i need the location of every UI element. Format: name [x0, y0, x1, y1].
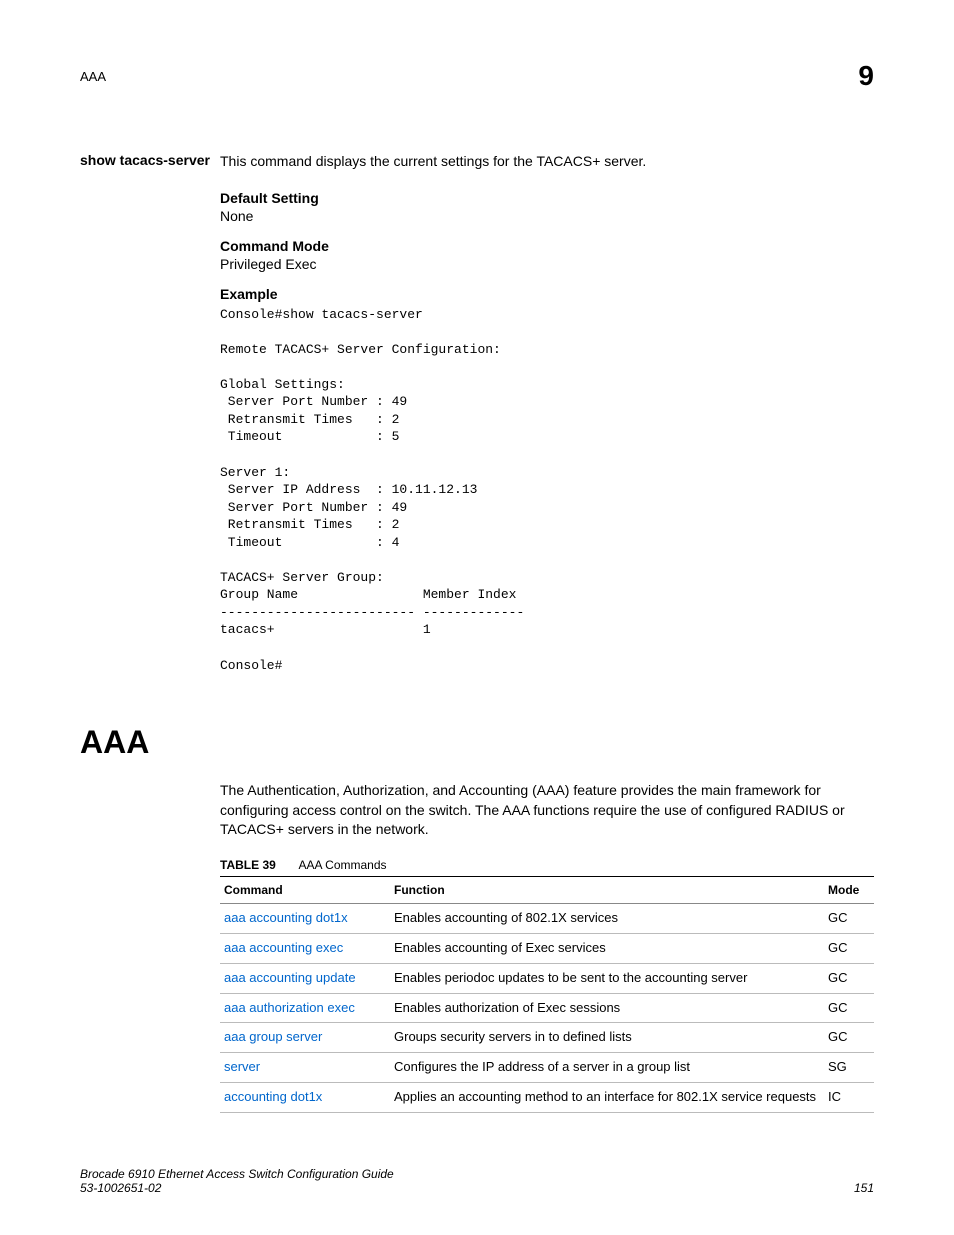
command-mode-value: Privileged Exec	[220, 256, 874, 272]
command-mode-label: Command Mode	[220, 238, 874, 254]
header-chapter-number: 9	[858, 60, 874, 92]
cmd-link[interactable]: aaa accounting dot1x	[220, 903, 390, 933]
table-row: aaa group server Groups security servers…	[220, 1023, 874, 1053]
cmd-link[interactable]: accounting dot1x	[220, 1083, 390, 1113]
cmd-link[interactable]: aaa accounting exec	[220, 933, 390, 963]
table-row: aaa accounting update Enables periodoc u…	[220, 963, 874, 993]
col-header-command: Command	[220, 876, 390, 903]
command-description: This command displays the current settin…	[220, 152, 874, 172]
table-row: aaa accounting dot1x Enables accounting …	[220, 903, 874, 933]
header-section-name: AAA	[80, 69, 106, 84]
table-title: AAA Commands	[298, 858, 386, 872]
table-caption: TABLE 39 AAA Commands	[220, 858, 874, 872]
cmd-mode: GC	[824, 963, 874, 993]
cmd-link[interactable]: aaa accounting update	[220, 963, 390, 993]
table-header-row: Command Function Mode	[220, 876, 874, 903]
command-title: show tacacs-server	[80, 152, 220, 168]
cmd-function: Groups security servers in to defined li…	[390, 1023, 824, 1053]
cmd-mode: GC	[824, 993, 874, 1023]
example-label: Example	[220, 286, 874, 302]
cmd-link[interactable]: aaa group server	[220, 1023, 390, 1053]
section-intro: The Authentication, Authorization, and A…	[220, 781, 874, 840]
page-footer: Brocade 6910 Ethernet Access Switch Conf…	[80, 1167, 874, 1195]
footer-left: Brocade 6910 Ethernet Access Switch Conf…	[80, 1167, 394, 1195]
example-code-block: Console#show tacacs-server Remote TACACS…	[220, 306, 874, 674]
table-row: aaa authorization exec Enables authoriza…	[220, 993, 874, 1023]
table-row: server Configures the IP address of a se…	[220, 1053, 874, 1083]
footer-doc-id: 53-1002651-02	[80, 1181, 394, 1195]
table-row: accounting dot1x Applies an accounting m…	[220, 1083, 874, 1113]
default-setting-label: Default Setting	[220, 190, 874, 206]
footer-doc-title: Brocade 6910 Ethernet Access Switch Conf…	[80, 1167, 394, 1181]
table-row: aaa accounting exec Enables accounting o…	[220, 933, 874, 963]
cmd-link[interactable]: aaa authorization exec	[220, 993, 390, 1023]
default-setting-value: None	[220, 208, 874, 224]
cmd-mode: GC	[824, 1023, 874, 1053]
cmd-function: Enables accounting of 802.1X services	[390, 903, 824, 933]
cmd-mode: SG	[824, 1053, 874, 1083]
table-number: TABLE 39	[220, 858, 276, 872]
cmd-mode: GC	[824, 933, 874, 963]
cmd-link[interactable]: server	[220, 1053, 390, 1083]
cmd-function: Enables authorization of Exec sessions	[390, 993, 824, 1023]
cmd-function: Enables periodoc updates to be sent to t…	[390, 963, 824, 993]
footer-page-number: 151	[854, 1181, 874, 1195]
cmd-function: Applies an accounting method to an inter…	[390, 1083, 824, 1113]
section-heading: AAA	[80, 724, 874, 761]
col-header-function: Function	[390, 876, 824, 903]
cmd-mode: IC	[824, 1083, 874, 1113]
page-header: AAA 9	[80, 60, 874, 92]
commands-table: Command Function Mode aaa accounting dot…	[220, 876, 874, 1113]
cmd-mode: GC	[824, 903, 874, 933]
col-header-mode: Mode	[824, 876, 874, 903]
cmd-function: Enables accounting of Exec services	[390, 933, 824, 963]
cmd-function: Configures the IP address of a server in…	[390, 1053, 824, 1083]
